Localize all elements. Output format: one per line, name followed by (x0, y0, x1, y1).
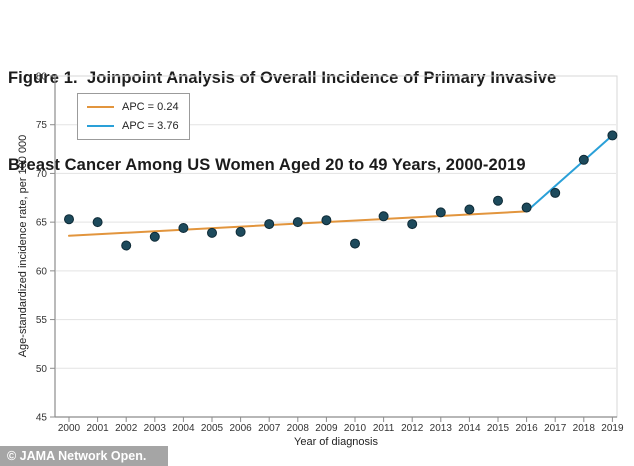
data-point (207, 227, 217, 238)
chart-legend: APC = 0.24 APC = 3.76 (77, 93, 190, 140)
data-point (407, 219, 418, 230)
x-tick-label: 2006 (229, 423, 252, 434)
journal-credit-bar: © JAMA Network Open. (0, 446, 168, 466)
x-tick-label: 2014 (458, 423, 481, 434)
trend-layer (68, 134, 614, 237)
trend-line-segment (525, 134, 614, 213)
data-point (378, 211, 389, 222)
x-tick-label: 2010 (344, 423, 367, 434)
data-point (493, 195, 503, 206)
grid-layer (56, 124, 616, 369)
y-tick-label: 65 (36, 218, 48, 229)
data-point (521, 202, 532, 213)
x-tick-label: 2017 (544, 423, 567, 434)
x-tick-label: 2008 (287, 423, 310, 434)
x-tick-label: 2005 (201, 423, 224, 434)
data-point (578, 154, 589, 165)
x-tick-label: 2009 (315, 423, 338, 434)
data-point (64, 214, 74, 225)
data-point (121, 240, 132, 251)
y-tick-label: 60 (36, 266, 48, 277)
legend-item-apc1: APC = 0.24 (87, 101, 179, 113)
data-point (607, 130, 618, 141)
x-tick-label: 2002 (115, 423, 138, 434)
y-tick-label: 75 (36, 120, 48, 131)
data-point (264, 219, 275, 230)
figure-title-line2: Breast Cancer Among US Women Aged 20 to … (8, 156, 526, 174)
data-point (350, 238, 360, 249)
legend-line-swatch-orange (87, 106, 114, 108)
figure-title-line1: Figure 1. Joinpoint Analysis of Overall … (8, 69, 557, 87)
legend-label: APC = 0.24 (122, 101, 179, 113)
y-tick-label: 50 (36, 364, 48, 375)
figure-title: Figure 1. Joinpoint Analysis of Overall … (8, 6, 628, 238)
data-point (92, 217, 103, 228)
x-tick-label: 2001 (86, 423, 109, 434)
data-point (235, 226, 246, 237)
data-point (321, 215, 332, 226)
tick-layer: 45 50 55 60 65 70 75 80 2000 2001 2002 2003 2004 2005… (36, 72, 624, 435)
x-tick-label: 2019 (601, 423, 624, 434)
x-axis-title: Year of diagnosis (294, 436, 378, 448)
legend-item-apc2: APC = 3.76 (87, 120, 179, 132)
y-axis-title: Age-standardized incidence rate, per 100… (17, 135, 29, 358)
legend-line-swatch-blue (87, 125, 114, 127)
y-tick-label: 55 (36, 315, 48, 326)
x-tick-label: 2011 (373, 423, 395, 434)
x-tick-label: 2015 (487, 423, 510, 434)
y-tick-label: 70 (36, 169, 48, 180)
data-point (292, 217, 303, 228)
y-tick-label: 80 (36, 72, 48, 83)
point-layer (64, 130, 618, 251)
x-tick-label: 2000 (58, 423, 81, 434)
journal-credit-text: © JAMA Network Open. (7, 449, 147, 463)
x-tick-label: 2004 (172, 423, 195, 434)
x-tick-label: 2007 (258, 423, 281, 434)
data-point (178, 222, 189, 233)
x-tick-label: 2012 (401, 423, 424, 434)
data-point (149, 231, 160, 242)
legend-label: APC = 3.76 (122, 120, 179, 132)
x-tick-label: 2018 (573, 423, 596, 434)
y-tick-label: 45 (36, 413, 48, 424)
x-tick-label: 2013 (430, 423, 453, 434)
data-point (435, 207, 446, 218)
panel-layer (54, 75, 618, 418)
data-point (550, 187, 561, 198)
x-tick-label: 2016 (515, 423, 538, 434)
x-tick-label: 2003 (144, 423, 167, 434)
data-point (464, 204, 475, 215)
